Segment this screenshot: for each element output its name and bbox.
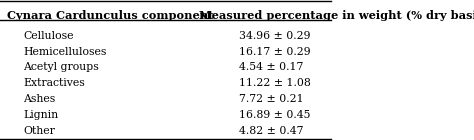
- Text: 4.54 ± 0.17: 4.54 ± 0.17: [238, 62, 303, 72]
- Text: 16.89 ± 0.45: 16.89 ± 0.45: [238, 110, 310, 120]
- Text: Ashes: Ashes: [23, 94, 55, 104]
- Text: Cynara Cardunculus component: Cynara Cardunculus component: [7, 10, 213, 21]
- Text: 34.96 ± 0.29: 34.96 ± 0.29: [238, 31, 310, 41]
- Text: Lignin: Lignin: [23, 110, 58, 120]
- Text: Other: Other: [23, 126, 55, 136]
- Text: 11.22 ± 1.08: 11.22 ± 1.08: [238, 78, 310, 88]
- Text: Cellulose: Cellulose: [23, 31, 73, 41]
- Text: Hemicelluloses: Hemicelluloses: [23, 47, 107, 57]
- Text: 7.72 ± 0.21: 7.72 ± 0.21: [238, 94, 303, 104]
- Text: Acetyl groups: Acetyl groups: [23, 62, 99, 72]
- Text: Extractives: Extractives: [23, 78, 85, 88]
- Text: 4.82 ± 0.47: 4.82 ± 0.47: [238, 126, 303, 136]
- Text: 16.17 ± 0.29: 16.17 ± 0.29: [238, 47, 310, 57]
- Text: Measured percentage in weight (% dry basis): Measured percentage in weight (% dry bas…: [199, 10, 474, 21]
